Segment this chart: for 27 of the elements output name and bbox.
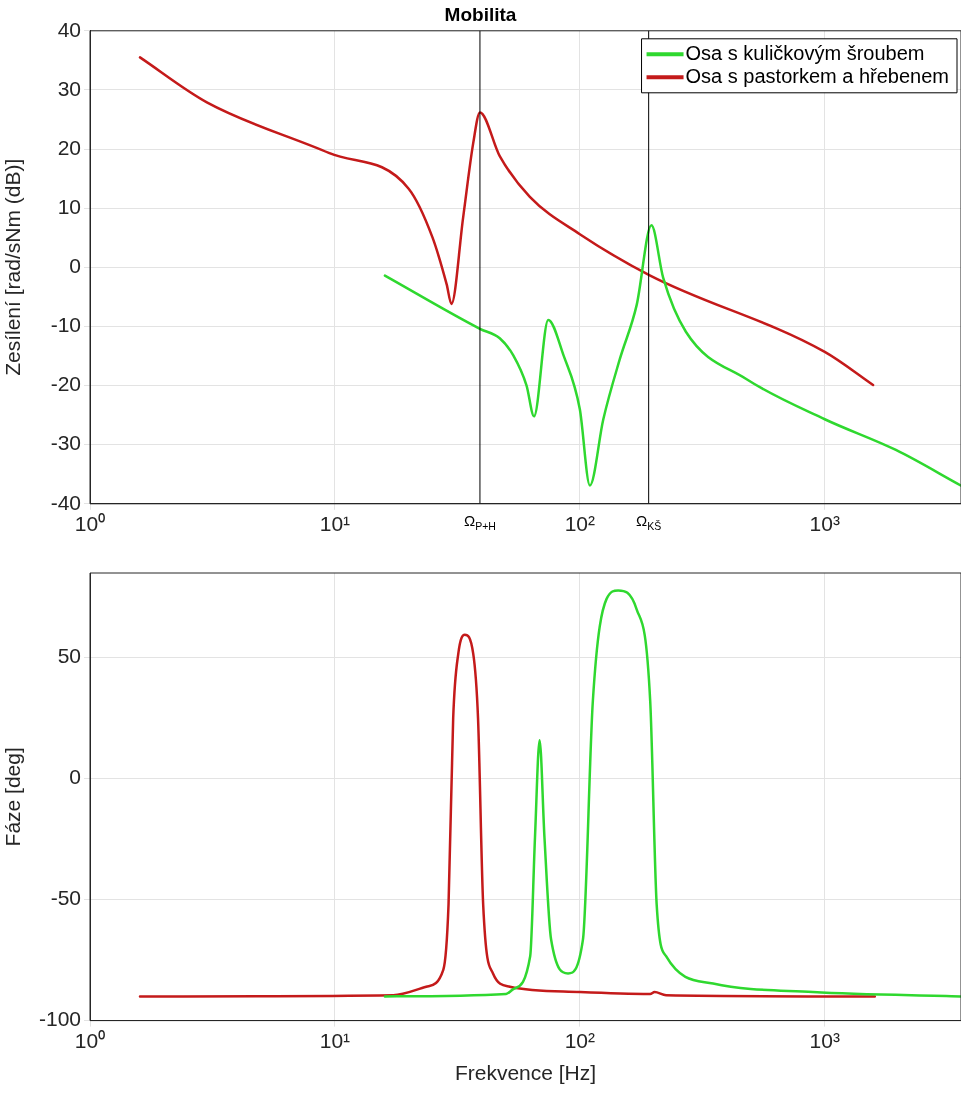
x-tick-label: 10³ (809, 512, 840, 536)
y-tick-label: 30 (57, 76, 81, 100)
y-tick-label: -30 (50, 431, 81, 455)
x-tick-label: 10¹ (319, 512, 351, 536)
y-tick-label: 0 (69, 254, 81, 278)
y-axis-title: Zesílení [rad/sNm (dB)] (1, 158, 25, 376)
x-tick-label: 10² (564, 512, 596, 536)
x-tick-label: 10⁰ (74, 1029, 106, 1052)
y-tick-label: 10 (57, 194, 81, 218)
x-axis-title: Frekvence [Hz] (454, 1061, 597, 1085)
y-tick-label: -50 (50, 886, 81, 910)
y-tick-label: -40 (50, 490, 81, 514)
y-tick-label: -20 (50, 372, 81, 396)
legend-label: Osa s pastorkem a hřebenem (685, 64, 950, 87)
y-tick-label: 0 (69, 765, 81, 789)
y-tick-label: 20 (57, 135, 81, 159)
x-tick-label: 10³ (809, 1029, 840, 1052)
y-tick-label: -100 (38, 1007, 81, 1031)
x-tick-label: 10² (564, 1029, 596, 1052)
chart-title: Mobilita (444, 3, 517, 25)
legend-label: Osa s kuličkovým šroubem (685, 41, 925, 64)
y-axis-title: Fáze [deg] (1, 747, 25, 847)
y-tick-label: -10 (50, 313, 81, 337)
x-tick-label: 10⁰ (74, 512, 106, 536)
y-tick-label: 40 (57, 17, 81, 41)
y-tick-label: 50 (57, 644, 81, 668)
x-tick-label: 10¹ (319, 1029, 351, 1052)
